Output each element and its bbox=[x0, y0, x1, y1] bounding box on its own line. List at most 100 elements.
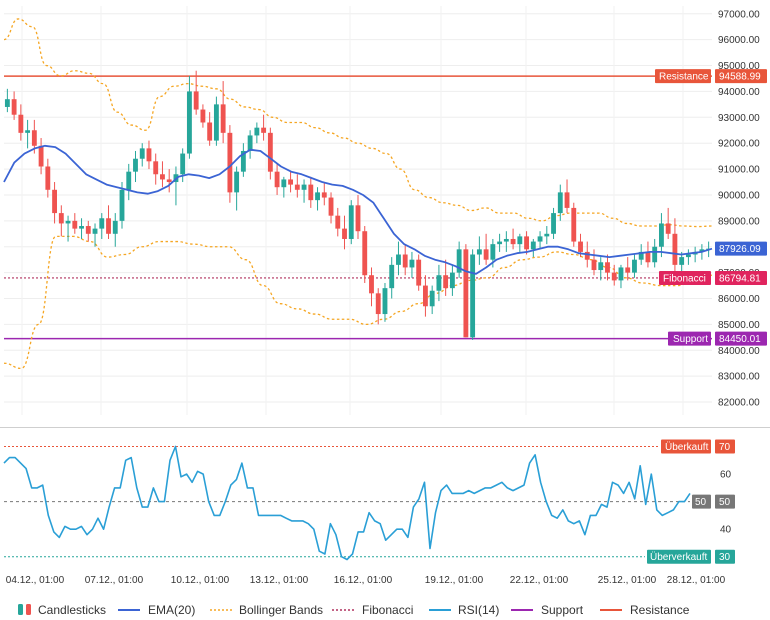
candle-body bbox=[207, 122, 213, 141]
candle-down bbox=[193, 70, 199, 115]
candle-down bbox=[672, 218, 678, 276]
candle-body bbox=[544, 233, 550, 237]
candle-body bbox=[52, 189, 57, 214]
price-tick-label: 89000.00 bbox=[718, 216, 760, 227]
candle-down bbox=[665, 207, 671, 239]
legend-label-resistance: Resistance bbox=[630, 603, 690, 617]
candle-up bbox=[315, 187, 320, 211]
legend-item-candlesticks[interactable]: Candlesticks bbox=[18, 603, 106, 617]
candle-body bbox=[530, 241, 536, 250]
resistance-tag-label-bg bbox=[655, 69, 711, 84]
legend-item-resistance[interactable]: Resistance bbox=[600, 603, 690, 617]
candle-down bbox=[288, 171, 293, 193]
candle-body bbox=[65, 220, 71, 224]
candle-up bbox=[133, 150, 138, 183]
mid-tag-value: 50 bbox=[719, 497, 731, 508]
legend-item-rsi[interactable]: RSI(14) bbox=[429, 603, 499, 617]
legend-label-rsi: RSI(14) bbox=[458, 603, 499, 617]
candle-body bbox=[18, 114, 24, 133]
candle-body bbox=[146, 148, 152, 162]
candle-down bbox=[227, 125, 233, 203]
candle-body bbox=[72, 220, 78, 229]
legend-item-fibonacci[interactable]: Fibonacci bbox=[332, 603, 413, 617]
time-tick-label: 25.12., 01:00 bbox=[598, 575, 657, 586]
price-tick-label: 86000.00 bbox=[718, 294, 760, 305]
candle-body bbox=[449, 272, 455, 289]
overbought-tag-value-bg bbox=[715, 439, 735, 454]
rsi-axis: 60 40 bbox=[720, 470, 732, 536]
candle-body bbox=[25, 130, 31, 133]
legend-item-support[interactable]: Support bbox=[511, 603, 584, 617]
candle-body bbox=[4, 99, 10, 107]
candlesticks-icon-down bbox=[26, 604, 31, 615]
candle-up bbox=[618, 264, 624, 289]
candle-down bbox=[220, 81, 226, 144]
candle-up bbox=[409, 251, 415, 278]
candle-body bbox=[618, 267, 624, 281]
candle-body bbox=[591, 259, 597, 271]
overbought-tag-label-bg bbox=[661, 439, 711, 454]
candle-down bbox=[153, 153, 159, 185]
time-tick-label: 10.12., 01:00 bbox=[171, 575, 230, 586]
candle-down bbox=[443, 259, 449, 296]
candle-down bbox=[328, 192, 334, 224]
candle-up bbox=[92, 223, 98, 247]
candle-body bbox=[187, 91, 192, 154]
candle-down bbox=[52, 182, 57, 224]
candle-up bbox=[659, 213, 664, 258]
candle-up bbox=[476, 236, 482, 265]
candle-body bbox=[429, 290, 435, 307]
candle-down bbox=[200, 104, 206, 128]
candle-body bbox=[321, 192, 327, 198]
candle-up bbox=[187, 75, 192, 159]
candle-up bbox=[449, 264, 455, 296]
price-tick-label: 83000.00 bbox=[718, 372, 760, 383]
price-tick-label: 91000.00 bbox=[718, 165, 760, 176]
candle-body bbox=[274, 171, 280, 188]
candle-up bbox=[389, 257, 395, 299]
candle-body bbox=[200, 109, 206, 123]
candle-body bbox=[557, 192, 563, 214]
time-tick-label: 16.12., 01:00 bbox=[334, 575, 393, 586]
candlesticks-icon-up bbox=[18, 604, 23, 615]
candle-up bbox=[530, 238, 536, 258]
candle-body bbox=[139, 148, 145, 159]
candle-body bbox=[625, 267, 631, 273]
last-price-tag-value: 87926.09 bbox=[719, 244, 761, 255]
candle-body bbox=[45, 166, 51, 190]
candle-body bbox=[423, 285, 428, 307]
ema-line-group bbox=[3, 144, 713, 275]
resistance-tag-value-bg bbox=[715, 69, 767, 84]
candle-down bbox=[605, 254, 610, 281]
bollinger-upper-band bbox=[3, 18, 713, 228]
candle-up bbox=[470, 249, 476, 340]
time-tick-label: 19.12., 01:00 bbox=[425, 575, 484, 586]
candle-body bbox=[375, 293, 381, 315]
legend-label-bollinger: Bollinger Bands bbox=[239, 603, 323, 617]
bollinger-bands bbox=[3, 18, 713, 370]
candle-body bbox=[443, 275, 449, 289]
candle-body bbox=[58, 213, 64, 224]
candle-body bbox=[126, 171, 132, 190]
candle-body bbox=[38, 145, 44, 167]
ema20-line bbox=[3, 144, 713, 275]
candle-body bbox=[99, 218, 105, 229]
candle-down bbox=[261, 114, 267, 141]
candle-up bbox=[692, 246, 698, 263]
candle-down bbox=[166, 169, 172, 193]
candle-body bbox=[133, 158, 138, 172]
candle-up bbox=[25, 119, 31, 149]
candle-up bbox=[685, 249, 691, 265]
candle-down bbox=[38, 138, 44, 175]
candle-body bbox=[652, 246, 658, 263]
candle-body bbox=[261, 127, 267, 133]
candle-down bbox=[72, 213, 78, 234]
legend-item-bollinger[interactable]: Bollinger Bands bbox=[210, 603, 323, 617]
candle-body bbox=[598, 262, 604, 271]
candle-body bbox=[160, 174, 165, 180]
candle-body bbox=[476, 249, 482, 255]
candle-body bbox=[578, 241, 583, 252]
candle-up bbox=[234, 166, 240, 211]
legend-item-ema[interactable]: EMA(20) bbox=[118, 603, 195, 617]
